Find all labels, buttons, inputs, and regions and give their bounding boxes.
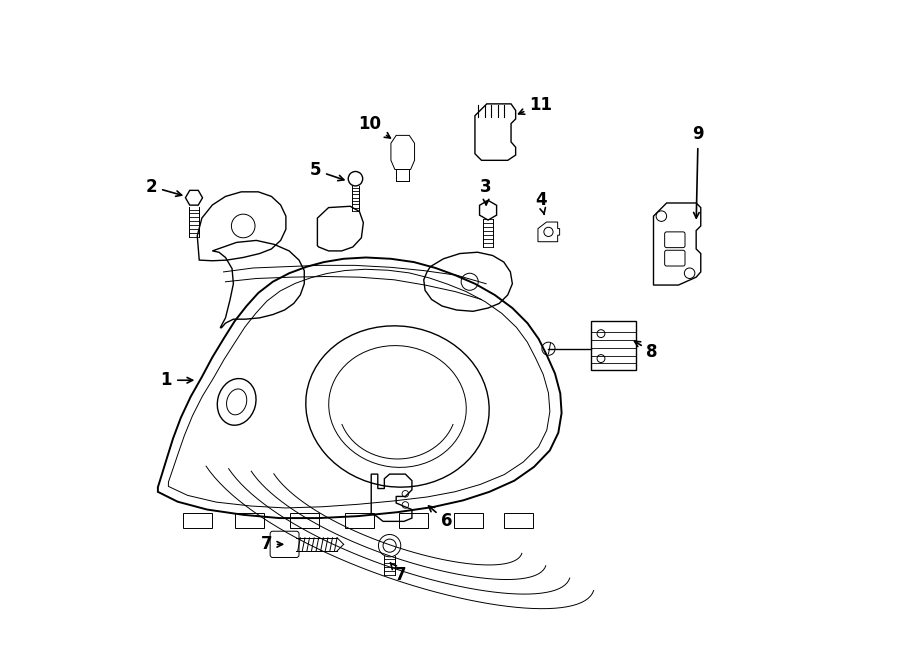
Text: 7: 7: [260, 536, 283, 553]
Text: 8: 8: [634, 342, 658, 361]
Text: 9: 9: [692, 125, 704, 218]
Text: 11: 11: [518, 95, 552, 115]
Text: 2: 2: [146, 177, 182, 197]
Text: 7: 7: [391, 563, 407, 584]
Text: 3: 3: [481, 177, 492, 205]
Text: 5: 5: [310, 161, 344, 181]
Text: 1: 1: [161, 371, 193, 389]
Text: 10: 10: [358, 115, 391, 138]
Text: 6: 6: [428, 506, 453, 530]
Text: 4: 4: [535, 191, 546, 214]
